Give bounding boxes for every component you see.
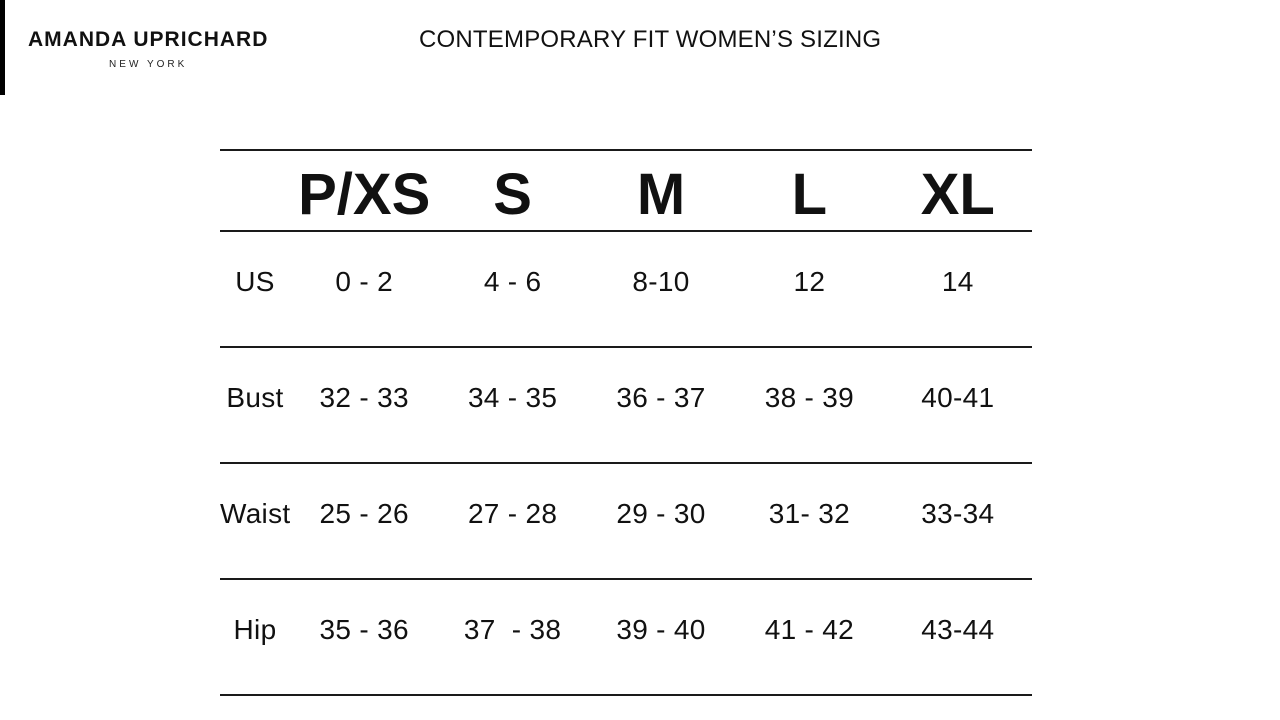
size-cell: 25 - 26	[319, 498, 409, 529]
size-cell: 43-44	[921, 614, 995, 645]
size-column-header-m: M	[636, 162, 686, 227]
table-row-waist: Waist 25 - 26 27 - 28 29 - 30 31- 32 33-…	[220, 463, 1032, 579]
size-cell: 37 - 38	[463, 614, 562, 645]
left-edge-mark	[0, 0, 5, 95]
size-column-header-s: S	[493, 162, 532, 227]
brand-location: NEW YORK	[109, 59, 188, 70]
size-cell: 0 - 2	[335, 266, 393, 297]
size-header-row: P/XS S M L XL	[220, 150, 1032, 231]
size-cell: 39 - 40	[616, 614, 706, 645]
size-cell: 36 - 37	[616, 382, 706, 413]
row-label-waist: Waist	[220, 498, 291, 529]
size-cell: 8-10	[632, 266, 690, 297]
size-cell: 14	[941, 266, 974, 297]
size-cell: 4 - 6	[483, 266, 542, 297]
size-cell: 12	[793, 266, 826, 297]
size-cell: 41 - 42	[764, 614, 854, 645]
size-cell: 32 - 33	[319, 382, 409, 413]
size-cell: 27 - 28	[467, 498, 558, 529]
page-title: CONTEMPORARY FIT WOMEN’S SIZING	[419, 26, 882, 53]
size-cell: 38 - 39	[764, 382, 854, 413]
table-row-us: US 0 - 2 4 - 6 8-10 12 14	[220, 231, 1032, 347]
size-column-header-xl: XL	[920, 162, 995, 227]
corner-cell	[220, 150, 290, 231]
row-label-bust: Bust	[226, 382, 284, 413]
size-cell: 40-41	[921, 382, 995, 413]
size-cell: 33-34	[921, 498, 995, 529]
sizing-table: P/XS S M L XL US 0 - 2 4 - 6 8-10 12 14 …	[220, 149, 1032, 696]
row-label-hip: Hip	[233, 614, 277, 645]
size-column-header-pxs: P/XS	[298, 162, 431, 227]
size-cell: 31- 32	[768, 498, 850, 529]
size-column-header-l: L	[791, 162, 828, 227]
row-label-us: US	[235, 266, 275, 297]
brand-logo: AMANDA UPRICHARD NEW YORK	[28, 28, 268, 70]
brand-name: AMANDA UPRICHARD	[28, 28, 269, 51]
size-cell: 29 - 30	[616, 498, 706, 529]
table-row-bust: Bust 32 - 33 34 - 35 36 - 37 38 - 39 40-…	[220, 347, 1032, 463]
size-cell: 34 - 35	[467, 382, 558, 413]
table-row-hip: Hip 35 - 36 37 - 38 39 - 40 41 - 42 43-4…	[220, 579, 1032, 695]
size-cell: 35 - 36	[319, 614, 409, 645]
